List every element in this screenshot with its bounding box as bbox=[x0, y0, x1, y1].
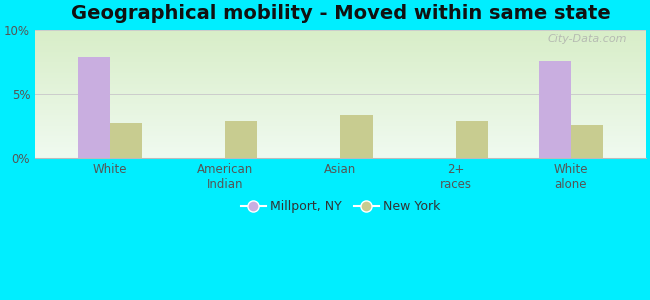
Title: Geographical mobility - Moved within same state: Geographical mobility - Moved within sam… bbox=[71, 4, 610, 23]
Bar bbox=[539, 61, 571, 158]
Bar bbox=[77, 57, 110, 158]
Legend: Millport, NY, New York: Millport, NY, New York bbox=[236, 195, 445, 218]
Bar bbox=[571, 125, 603, 158]
Bar bbox=[110, 124, 142, 158]
Bar bbox=[225, 121, 257, 158]
Bar bbox=[456, 121, 488, 158]
Text: City-Data.com: City-Data.com bbox=[548, 34, 627, 44]
Bar bbox=[341, 115, 372, 158]
